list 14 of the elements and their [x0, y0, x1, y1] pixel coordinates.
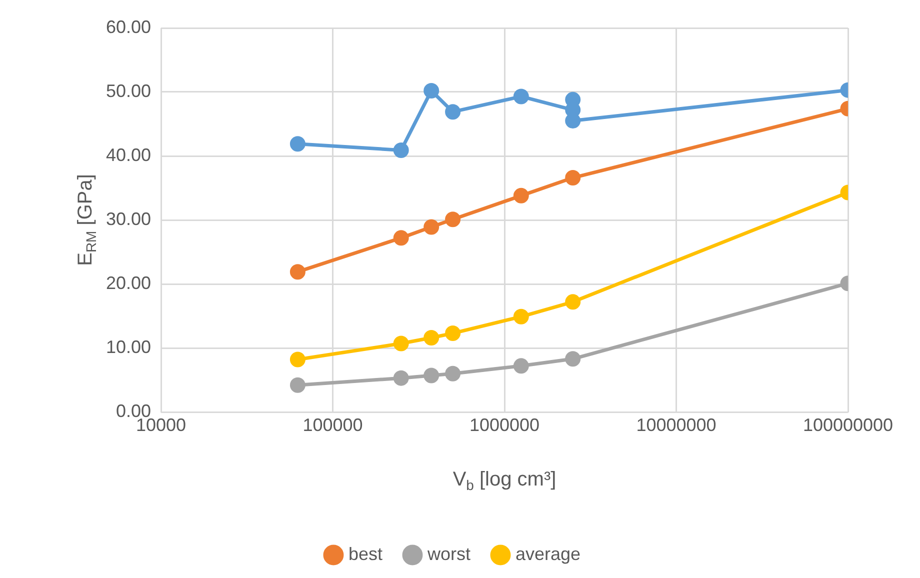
y-tick-label: 10.00 [106, 336, 151, 357]
legend-label: best [348, 544, 382, 564]
x-tick-label: 10000000 [636, 414, 716, 435]
y-tick-label: 30.00 [106, 208, 151, 229]
y-tick-label: 50.00 [106, 80, 151, 101]
x-tick-label: 1000000 [469, 414, 540, 435]
y-axis-title: ERM [GPa] [74, 174, 99, 266]
y-tick-label: 20.00 [106, 272, 151, 293]
y-tick-label: 40.00 [106, 144, 151, 165]
x-tick-label: 100000 [302, 414, 363, 435]
legend-label: average [515, 544, 581, 564]
legend-label: worst [426, 544, 470, 564]
y-tick-label: 60.00 [106, 16, 151, 37]
x-tick-label: 100000000 [802, 414, 894, 435]
